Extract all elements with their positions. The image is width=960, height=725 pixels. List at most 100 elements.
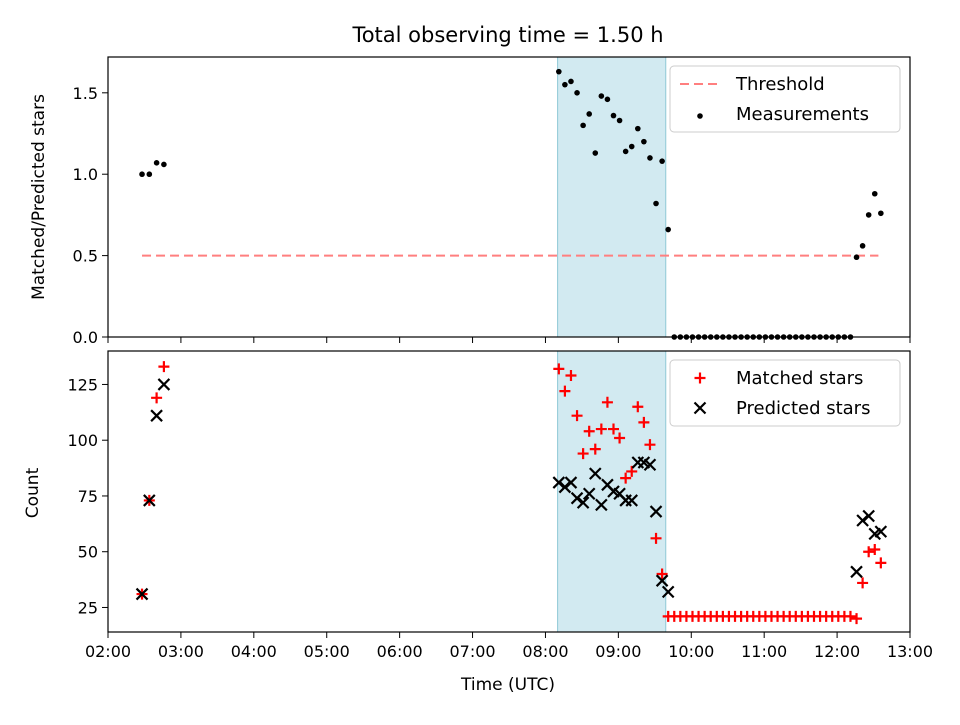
measurement-point bbox=[665, 226, 671, 233]
measurement-point bbox=[580, 122, 586, 129]
top-y-axis-label: Matched/Predicted stars bbox=[29, 94, 49, 300]
matched-star-point bbox=[638, 416, 650, 428]
predicted-star-point bbox=[856, 514, 869, 527]
top-legend-box bbox=[669, 65, 901, 133]
bottom-y-tick-label: 125 bbox=[67, 375, 98, 394]
matched-star-point bbox=[158, 361, 170, 373]
matched-star-point bbox=[601, 396, 613, 408]
predicted-star-point bbox=[564, 476, 578, 489]
measurement-point bbox=[865, 212, 872, 218]
x-tick-label: 12:00 bbox=[814, 642, 860, 661]
legend-matched-swatch bbox=[694, 372, 706, 384]
measurement-point bbox=[622, 148, 629, 155]
legend-label: Threshold bbox=[735, 74, 825, 95]
top-y-tick-label: 0.0 bbox=[73, 328, 98, 347]
measurement-point bbox=[647, 155, 653, 161]
x-tick-label: 06:00 bbox=[377, 642, 423, 661]
bottom-y-tick-label: 100 bbox=[67, 431, 98, 450]
bottom-legend: Matched stars Predicted stars bbox=[669, 359, 901, 427]
matched-star-point bbox=[875, 557, 887, 569]
bottom-axes-frame bbox=[107, 350, 911, 633]
matched-star-point bbox=[559, 385, 571, 397]
top-legend: Threshold Measurements bbox=[669, 65, 901, 133]
matched-star-point bbox=[577, 448, 589, 460]
measurement-point bbox=[878, 210, 884, 217]
top-y-tick-label: 1.5 bbox=[73, 84, 98, 103]
predicted-star-point bbox=[874, 525, 888, 538]
measurement-point bbox=[610, 112, 617, 119]
predicted-star-point bbox=[643, 458, 657, 472]
matched-star-point bbox=[650, 532, 662, 544]
matched-star-point bbox=[869, 543, 881, 555]
predicted-star-point bbox=[862, 509, 875, 523]
measurement-point bbox=[853, 254, 860, 261]
predicted-star-point bbox=[135, 587, 149, 601]
predicted-star-point bbox=[661, 585, 675, 599]
predicted-star-point bbox=[595, 498, 608, 512]
matched-star-point bbox=[608, 423, 620, 435]
matched-star-point bbox=[151, 392, 163, 404]
x-tick-label: 09:00 bbox=[595, 642, 641, 661]
matched-star-point bbox=[595, 423, 607, 435]
matched-star-point bbox=[626, 465, 638, 477]
chart-title: Total observing time = 1.50 h bbox=[351, 23, 663, 47]
matched-star-point bbox=[620, 472, 632, 484]
legend-measurements-swatch bbox=[697, 113, 703, 119]
predicted-star-point bbox=[850, 565, 863, 579]
predicted-star-point bbox=[157, 378, 171, 391]
x-tick-label: 11:00 bbox=[741, 642, 787, 661]
matched-star-point bbox=[565, 370, 577, 382]
matched-star-point bbox=[614, 432, 626, 444]
bottom-shaded-region bbox=[557, 350, 667, 633]
matched-star-point bbox=[656, 568, 668, 580]
top-panel: 0.0 0.5 1.0 1.5 Threshold Measurements bbox=[73, 56, 911, 347]
matched-star-point bbox=[571, 410, 583, 422]
measurement-point bbox=[641, 138, 647, 145]
predicted-star-point bbox=[655, 574, 669, 587]
predicted-star-point bbox=[570, 491, 584, 505]
predicted-star-point bbox=[649, 505, 663, 518]
legend-label: Measurements bbox=[736, 104, 869, 125]
measurement-point bbox=[604, 96, 611, 103]
matched-star-point bbox=[863, 546, 875, 558]
measurement-point bbox=[556, 68, 562, 75]
measurement-point bbox=[635, 125, 641, 132]
bottom-y-axis-label: Count bbox=[23, 467, 43, 518]
measurement-point bbox=[628, 143, 635, 150]
measurement-point bbox=[568, 78, 574, 85]
predicted-star-point bbox=[558, 480, 572, 494]
bottom-panel: 25 50 75 100 125 02:00 03:00 04:00 05:00 06:00 07:… bbox=[67, 350, 933, 661]
matched-star-point bbox=[644, 439, 656, 451]
legend-label: Matched stars bbox=[736, 368, 863, 389]
bottom-y-tick-label: 25 bbox=[78, 598, 98, 617]
measurement-point bbox=[616, 117, 623, 124]
measurement-point bbox=[146, 171, 153, 178]
measurement-point bbox=[153, 160, 160, 166]
measurement-point bbox=[139, 171, 145, 178]
x-tick-label: 08:00 bbox=[522, 642, 568, 661]
measurement-point bbox=[659, 158, 665, 164]
matched-star-point bbox=[589, 443, 601, 455]
matched-star-point bbox=[857, 577, 869, 589]
measurement-point bbox=[859, 243, 866, 249]
matched-star-point bbox=[632, 401, 644, 413]
x-tick-label: 13:00 bbox=[887, 642, 933, 661]
legend-predicted-swatch bbox=[693, 401, 707, 415]
legend-label: Predicted stars bbox=[736, 398, 870, 419]
matched-star-point bbox=[851, 613, 863, 625]
matched-star-point bbox=[583, 425, 595, 437]
measurement-point bbox=[592, 150, 599, 156]
x-tick-label: 10:00 bbox=[668, 642, 714, 661]
measurement-point bbox=[653, 200, 659, 207]
x-axis-label: Time (UTC) bbox=[460, 675, 555, 695]
predicted-star-point bbox=[588, 467, 602, 480]
predicted-star-point bbox=[582, 487, 596, 501]
predicted-star-point bbox=[625, 494, 639, 507]
x-tick-label: 04:00 bbox=[231, 642, 277, 661]
top-shaded-region bbox=[557, 56, 667, 338]
predicted-star-point bbox=[150, 409, 163, 422]
measurement-point bbox=[161, 161, 167, 168]
top-axes-frame bbox=[107, 56, 911, 338]
bottom-y-tick-label: 50 bbox=[78, 543, 98, 562]
